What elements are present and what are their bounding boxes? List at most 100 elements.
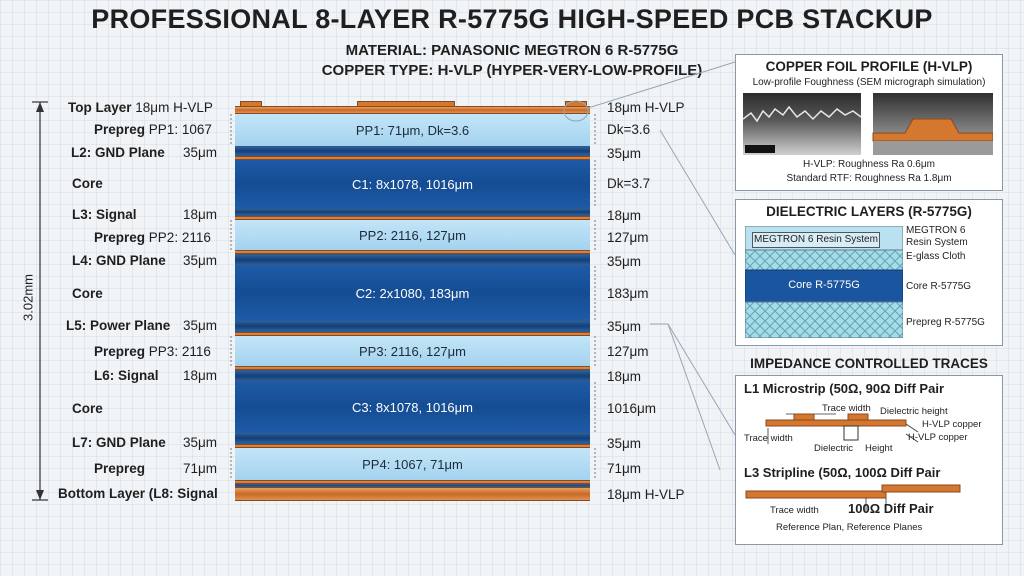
label-c1: Core: [72, 176, 103, 191]
right-c2: 183μm: [607, 286, 649, 301]
hvlp-roughness: H-VLP: Roughness Ra 0.6μm: [803, 159, 935, 170]
material-subtitle: MATERIAL: PANASONIC MEGTRON 6 R-5775G: [345, 42, 679, 59]
right-ticks: [594, 114, 596, 480]
page-title: PROFESSIONAL 8-LAYER R-5775G HIGH-SPEED …: [91, 4, 933, 34]
label-pp2: Prepreg PP2: 2116: [94, 230, 211, 245]
prepreg-pp1: PP1: 71μm, Dk=3.6: [235, 114, 590, 146]
top-copper-layer: [235, 106, 590, 114]
right-pp4: 71μm: [607, 461, 642, 476]
l4-copper-edge: [235, 250, 590, 254]
sl-label-trace-width: Trace width: [770, 505, 819, 516]
label-pp1: Prepreg PP1: 1067: [94, 122, 212, 137]
l2-gnd-plane: [235, 146, 590, 156]
sl-label-reference-planes: Reference Plan, Reference Planes: [776, 522, 923, 533]
right-pp1: Dk=3.6: [607, 122, 651, 137]
bottom-copper-layer: [235, 487, 590, 501]
ms-label-hvlp-copper-2: H-VLP copper: [908, 432, 968, 443]
left-ticks: [230, 114, 232, 480]
impedance-panel: L1 Microstrip (50Ω, 90Ω Diff Pair Trace …: [735, 375, 1003, 545]
stripline-diagram: [745, 484, 961, 512]
l3-signal-layer: [235, 208, 590, 216]
l5-power-plane: [235, 320, 590, 332]
right-c1: Dk=3.7: [607, 176, 651, 191]
legend-eglass: E-glass Cloth: [906, 251, 966, 262]
label-l4: L4: GND Plane: [72, 253, 166, 268]
label-pp4: Prepreg: [94, 461, 146, 476]
top-pad-left: [240, 101, 262, 107]
dielectric-cross-section: [745, 226, 903, 338]
label-c2: Core: [72, 286, 103, 301]
microstrip-diagram: [765, 413, 919, 444]
right-top: 18μm H-VLP: [607, 100, 685, 115]
copper-type-subtitle: COPPER TYPE: H-VLP (HYPER-VERY-LOW-PROFI…: [321, 62, 703, 79]
label-l6-thick: 18μm: [183, 368, 218, 383]
stripline-title: L3 Stripline (50Ω, 100Ω Diff Pair: [744, 465, 941, 480]
top-trace: [357, 101, 455, 107]
resin-system-box: MEGTRON 6 Resin System: [752, 232, 880, 248]
l7-gnd-plane: [235, 432, 590, 444]
label-l4-thick: 35μm: [183, 253, 218, 268]
l5-copper-edge: [235, 332, 590, 336]
copper-panel-title: COPPER FOIL PROFILE (H-VLP): [765, 59, 973, 74]
ms-label-dielectric: Dielectric: [814, 443, 854, 454]
l6-signal-layer: [235, 370, 590, 382]
right-l7: 35μm: [607, 436, 642, 451]
ms-label-trace-width-top: Trace width: [822, 403, 871, 414]
right-l4: 35μm: [607, 254, 642, 269]
label-pp3: Prepreg PP3: 2116: [94, 344, 211, 359]
l7-copper-edge: [235, 444, 590, 448]
legend-megtron: MEGTRON 6: [906, 225, 966, 236]
legend-core: Core R-5775G: [906, 281, 972, 292]
microstrip-title: L1 Microstrip (50Ω, 90Ω Diff Pair: [744, 381, 945, 396]
label-l2-thick: 35μm: [183, 145, 218, 160]
right-l3: 18μm: [607, 208, 642, 223]
label-l6: L6: Signal: [94, 368, 159, 383]
label-l3: L3: Signal: [72, 207, 137, 222]
dielectric-panel: DIELECTRIC LAYERS (R-5775G) MEGTRON 6 Re…: [735, 199, 1003, 346]
right-l5: 35μm: [607, 319, 642, 334]
core-c1: C1: 8x1078, 1016μm: [235, 160, 590, 208]
ms-label-hvlp-copper-1: H-VLP copper: [922, 419, 982, 430]
core-box-label: Core R-5775G: [788, 279, 860, 291]
label-top-layer: Top Layer 18μm H-VLP: [68, 100, 213, 115]
impedance-panel-title: IMPEDANCE CONTROLLED TRACES: [750, 356, 988, 371]
prepreg-pp4: PP4: 1067, 71μm: [235, 448, 590, 480]
core-c2: C2: 2x1080, 183μm: [235, 266, 590, 320]
prepreg-pp3: PP3: 2116, 127μm: [235, 336, 590, 366]
l6-copper-edge: [235, 366, 590, 370]
bottom-dark-strip: [235, 484, 590, 487]
label-l7-thick: 35μm: [183, 435, 218, 450]
rtf-roughness: Standard RTF: Roughness Ra 1.8μm: [786, 173, 952, 184]
l2-copper-edge: [235, 156, 590, 160]
l3-copper-edge: [235, 216, 590, 220]
right-bottom: 18μm H-VLP: [607, 487, 685, 502]
callout-lines: [563, 61, 736, 471]
dielectric-panel-title: DIELECTRIC LAYERS (R-5775G): [766, 204, 972, 219]
legend-prepreg: Prepreg R-5775G: [906, 317, 985, 328]
ms-label-height: Height: [865, 443, 893, 454]
right-l6: 18μm: [607, 369, 642, 384]
l8-copper-edge: [235, 480, 590, 484]
right-c3: 1016μm: [607, 401, 657, 416]
legend-resin: Resin System: [906, 237, 968, 248]
right-pp3: 127μm: [607, 344, 649, 359]
l4-gnd-plane: [235, 254, 590, 266]
ms-label-dielectric-height: Dielectric height: [880, 406, 948, 417]
total-thickness-label: 3.02mm: [20, 274, 36, 321]
label-l7: L7: GND Plane: [72, 435, 166, 450]
label-l3-thick: 18μm: [183, 207, 218, 222]
prepreg-pp2: PP2: 2116, 127μm: [235, 220, 590, 250]
thickness-dimension: [32, 101, 48, 501]
label-pp4-thick: 71μm: [183, 461, 218, 476]
core-c3: C3: 8x1078, 1016μm: [235, 382, 590, 432]
copper-panel-subtitle: Low-profile Foughness (SEM micrograph si…: [752, 77, 986, 88]
label-c3: Core: [72, 401, 103, 416]
label-l2: L2: GND Plane: [71, 145, 165, 160]
label-l5-thick: 35μm: [183, 318, 218, 333]
label-l5: L5: Power Plane: [66, 318, 171, 333]
label-bottom-layer: Bottom Layer (L8: Signal: [58, 486, 218, 501]
copper-foil-panel: COPPER FOIL PROFILE (H-VLP) Low-profile …: [735, 54, 1003, 191]
right-pp2: 127μm: [607, 230, 649, 245]
ms-label-trace-width: Trace width: [744, 433, 793, 444]
right-l2: 35μm: [607, 146, 642, 161]
